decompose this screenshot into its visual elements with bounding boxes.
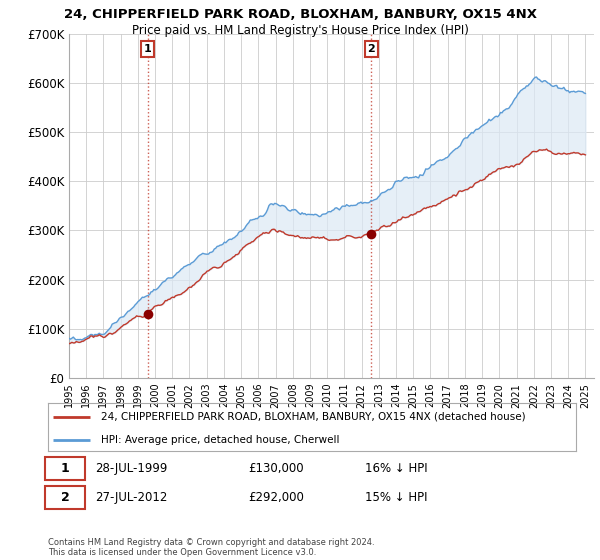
Text: 24, CHIPPERFIELD PARK ROAD, BLOXHAM, BANBURY, OX15 4NX: 24, CHIPPERFIELD PARK ROAD, BLOXHAM, BAN… <box>64 8 536 21</box>
Text: Price paid vs. HM Land Registry's House Price Index (HPI): Price paid vs. HM Land Registry's House … <box>131 24 469 36</box>
Text: 15% ↓ HPI: 15% ↓ HPI <box>365 491 427 504</box>
FancyBboxPatch shape <box>46 456 85 480</box>
Text: £130,000: £130,000 <box>248 462 304 475</box>
Text: £292,000: £292,000 <box>248 491 305 504</box>
Text: 2: 2 <box>368 44 376 54</box>
Text: 1: 1 <box>61 462 70 475</box>
FancyBboxPatch shape <box>46 486 85 510</box>
Text: HPI: Average price, detached house, Cherwell: HPI: Average price, detached house, Cher… <box>101 435 340 445</box>
Text: 27-JUL-2012: 27-JUL-2012 <box>95 491 168 504</box>
Text: 1: 1 <box>144 44 152 54</box>
Text: Contains HM Land Registry data © Crown copyright and database right 2024.
This d: Contains HM Land Registry data © Crown c… <box>48 538 374 557</box>
Text: 24, CHIPPERFIELD PARK ROAD, BLOXHAM, BANBURY, OX15 4NX (detached house): 24, CHIPPERFIELD PARK ROAD, BLOXHAM, BAN… <box>101 412 526 422</box>
Text: 28-JUL-1999: 28-JUL-1999 <box>95 462 168 475</box>
Text: 2: 2 <box>61 491 70 504</box>
Text: 16% ↓ HPI: 16% ↓ HPI <box>365 462 427 475</box>
